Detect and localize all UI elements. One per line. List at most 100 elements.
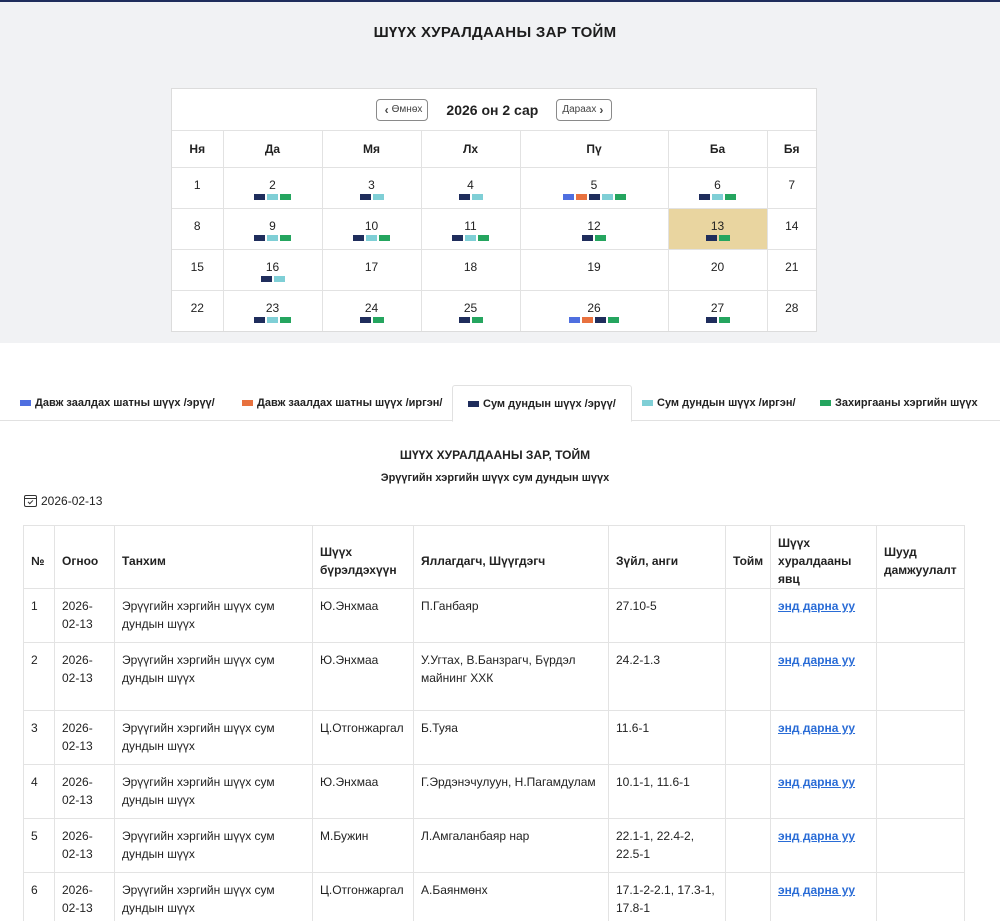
calendar-day[interactable]: 6	[668, 167, 768, 209]
hearing-marker-orange	[575, 193, 587, 200]
tab-appeal-criminal[interactable]: Давж заалдах шатны шүүх /эрүү/	[20, 385, 215, 421]
hearing-marker-navy	[353, 234, 364, 241]
table-header-row: № Огноо Танхим Шүүх бүрэлдэхүүн Яллагдаг…	[23, 525, 965, 589]
cell-panel: Ц.Отгонжаргал	[312, 872, 414, 921]
cell-progress: энд дарна уу	[770, 818, 877, 873]
col-summary: Тойм	[725, 525, 771, 589]
cell-room: Эрүүгийн хэргийн шүүх сум дундын шүүх	[114, 764, 313, 819]
cell-article: 22.1-1, 22.4-2, 22.5-1	[608, 818, 726, 873]
calendar-day-number: 6	[714, 177, 721, 192]
hearing-marker-green	[471, 316, 483, 323]
cell-progress: энд дарна уу	[770, 642, 877, 711]
progress-link[interactable]: энд дарна уу	[778, 829, 856, 843]
tab-district-civil[interactable]: Сум дундын шүүх /иргэн/	[642, 385, 796, 421]
calendar-day[interactable]: 26	[520, 290, 669, 331]
calendar-day-number: 22	[190, 300, 204, 315]
hearing-markers	[323, 234, 421, 241]
calendar-day[interactable]: 18	[421, 249, 521, 291]
calendar-day-number: 18	[463, 259, 478, 274]
tab-appeal-civil[interactable]: Давж заалдах шатны шүүх /иргэн/	[242, 385, 443, 421]
calendar-day-number: 17	[364, 259, 379, 274]
legend-swatch	[468, 400, 479, 407]
calendar-day-number: 15	[190, 259, 204, 274]
cell-article: 24.2-1.3	[608, 642, 726, 711]
cell-num: 3	[23, 710, 55, 765]
progress-link[interactable]: энд дарна уу	[778, 883, 856, 897]
cell-summary	[725, 818, 771, 873]
calendar-day[interactable]: 10	[322, 208, 422, 250]
calendar-day[interactable]: 22	[172, 290, 224, 331]
calendar-day[interactable]: 3	[322, 167, 422, 209]
cell-panel: Ю.Энхмаа	[312, 764, 414, 819]
tab-administrative[interactable]: Захиргааны хэргийн шүүх	[820, 385, 978, 421]
cell-date: 2026-02-13	[54, 642, 115, 711]
weekday-mon: Да	[223, 131, 323, 168]
calendar-day[interactable]: 23	[223, 290, 323, 331]
calendar-day[interactable]: 1	[172, 167, 224, 209]
progress-link[interactable]: энд дарна уу	[778, 721, 856, 735]
table-row: 5 2026-02-13 Эрүүгийн хэргийн шүүх сум дун…	[23, 818, 965, 873]
calendar-day[interactable]: 28	[767, 290, 816, 331]
calendar-day[interactable]: 7	[767, 167, 816, 209]
calendar-day[interactable]: 4	[421, 167, 521, 209]
cell-date: 2026-02-13	[54, 818, 115, 873]
cell-summary	[725, 642, 771, 711]
next-month-button[interactable]: Дараах ›	[556, 98, 613, 121]
cell-room: Эрүүгийн хэргийн шүүх сум дундын шүүх	[114, 588, 313, 643]
hearing-marker-teal	[465, 234, 476, 241]
tab-district-criminal[interactable]: Сум дундын шүүх /эрүү/	[452, 385, 632, 422]
calendar-day[interactable]: 5	[520, 167, 669, 209]
hearing-marker-navy	[458, 193, 470, 200]
calendar-day[interactable]: 25	[421, 290, 521, 331]
hearing-marker-orange	[582, 316, 593, 323]
tab-label: Сум дундын шүүх /эрүү/	[483, 397, 616, 410]
hearing-markers	[422, 234, 520, 241]
hearing-table: № Огноо Танхим Шүүх бүрэлдэхүүн Яллагдаг…	[23, 525, 965, 921]
hearing-marker-navy	[254, 193, 265, 200]
hearing-marker-teal	[601, 193, 613, 200]
cell-room: Эрүүгийн хэргийн шүүх сум дундын шүүх	[114, 642, 313, 711]
cell-panel: М.Бужин	[312, 818, 414, 873]
table-row: 4 2026-02-13 Эрүүгийн хэргийн шүүх сум дун…	[23, 764, 965, 819]
cell-date: 2026-02-13	[54, 588, 115, 643]
calendar-day[interactable]: 13	[668, 208, 768, 250]
hearing-marker-teal	[267, 193, 278, 200]
calendar-day[interactable]: 8	[172, 208, 224, 250]
calendar-day[interactable]: 17	[322, 249, 422, 291]
cell-summary	[725, 588, 771, 643]
progress-link[interactable]: энд дарна уу	[778, 775, 856, 789]
calendar-day-number: 25	[463, 300, 478, 315]
calendar-day[interactable]: 21	[767, 249, 816, 291]
cell-date: 2026-02-13	[54, 710, 115, 765]
col-room: Танхим	[114, 525, 313, 589]
calendar-day-number: 28	[785, 300, 799, 315]
prev-month-button[interactable]: ‹ Өмнөх	[375, 98, 429, 121]
calendar-day[interactable]: 15	[172, 249, 224, 291]
hearing-marker-teal	[712, 193, 723, 200]
cell-date: 2026-02-13	[54, 764, 115, 819]
calendar-section: ШҮҮХ ХУРАЛДААНЫ ЗАР ТОЙМ ‹ Өмнөх 2026 он…	[0, 0, 1000, 343]
cell-num: 6	[23, 872, 55, 921]
calendar-day-number: 19	[587, 259, 601, 274]
calendar-day[interactable]: 11	[421, 208, 521, 250]
legend-swatch	[642, 400, 653, 406]
calendar-day[interactable]: 27	[668, 290, 768, 331]
cell-panel: Ц.Отгонжаргал	[312, 710, 414, 765]
calendar-day[interactable]: 24	[322, 290, 422, 331]
calendar-day[interactable]: 12	[520, 208, 669, 250]
calendar-day[interactable]: 19	[520, 249, 669, 291]
calendar-day[interactable]: 2	[223, 167, 323, 209]
calendar-day[interactable]: 16	[223, 249, 323, 291]
calendar-day[interactable]: 14	[767, 208, 816, 250]
calendar-day[interactable]: 9	[223, 208, 323, 250]
progress-link[interactable]: энд дарна уу	[778, 599, 856, 613]
weekday-wed: Лх	[421, 131, 521, 168]
cell-live	[876, 642, 965, 711]
table-row: 1 2026-02-13 Эрүүгийн хэргийн шүүх сум дун…	[23, 588, 965, 643]
progress-link[interactable]: энд дарна уу	[778, 653, 856, 667]
cell-num: 5	[23, 818, 55, 873]
calendar-day[interactable]: 20	[668, 249, 768, 291]
calendar-nav: ‹ Өмнөх 2026 он 2 сар Дараах ›	[172, 89, 816, 131]
calendar-day-number: 10	[364, 218, 379, 233]
hearing-marker-teal	[471, 193, 483, 200]
